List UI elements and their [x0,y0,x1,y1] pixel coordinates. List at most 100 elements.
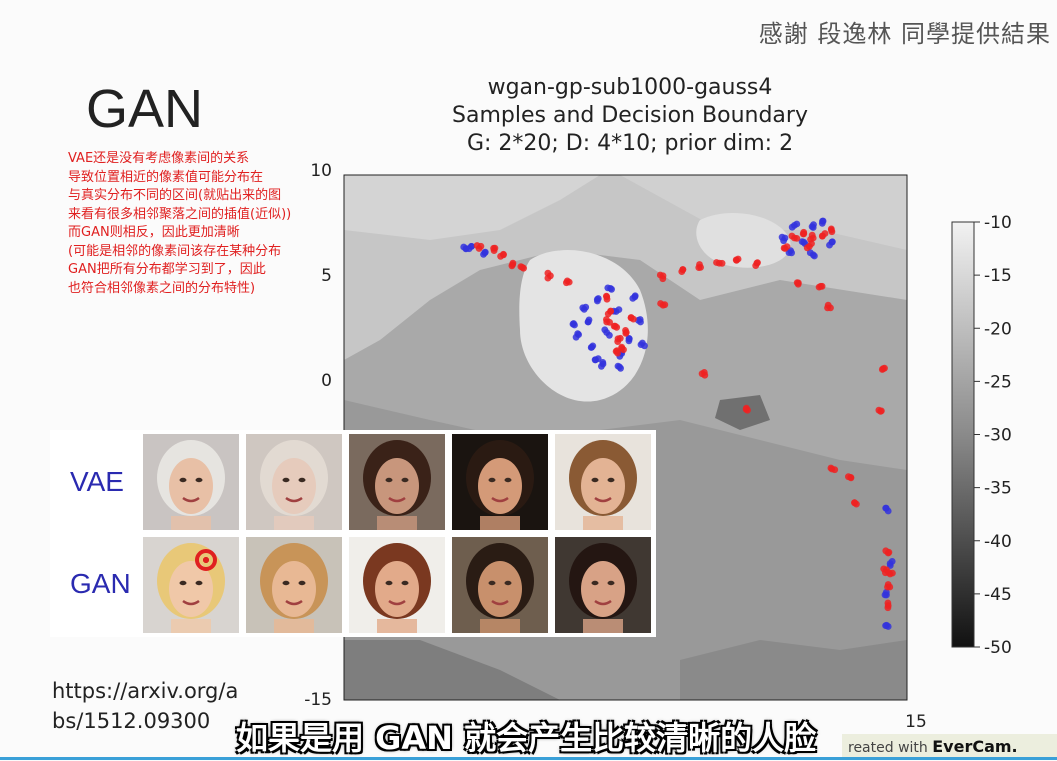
arxiv-link[interactable]: https://arxiv.org/a bs/1512.09300 [52,676,238,736]
sample-point [780,244,788,252]
sample-point [718,259,726,267]
sample-point [544,269,552,277]
sample-point [544,274,552,282]
watermark-brand: EverCam. [932,737,1018,756]
evercam-watermark: reated with EverCam. [842,734,1057,760]
sample-point [614,349,621,357]
y-tick-label: -15 [304,690,332,710]
colorbar-tick-label: -25 [984,372,1012,392]
sample-point [821,230,829,237]
colorbar-gradient [951,221,975,648]
note-line: 来看有很多相邻聚落之间的插值(近似)) [68,206,292,222]
face-comparison-panel: VAE GAN [50,430,656,637]
y-axis-ticks: 10 5 0 -15 [304,161,332,710]
arxiv-line: bs/1512.09300 [52,709,211,733]
sample-point [793,279,801,286]
colorbar-tick-label: -30 [984,426,1012,446]
sample-point [882,504,890,512]
arxiv-line: https://arxiv.org/a [52,679,239,703]
sample-point [884,599,892,607]
sample-point [877,408,884,415]
sample-point [584,318,592,326]
sample-point [571,321,578,329]
sample-point [713,259,720,266]
face-image [555,434,651,530]
sample-point [465,245,473,253]
sample-point [591,356,599,364]
plot-title-line1: wgan-gp-sub1000-gauss4 [487,75,773,100]
sample-point [517,263,525,270]
colorbar-tick-label: -35 [984,479,1012,499]
y-tick-label: 0 [321,371,332,391]
sample-point [582,303,590,311]
sample-point [808,223,816,231]
sample-point [616,363,623,371]
sample-point [473,242,481,249]
sample-point [827,225,835,233]
face-image [143,434,239,530]
colorbar-ticks: -10 -15 -20 -25 -30 -35 -40 -45 -50 [974,213,1012,658]
bottom-accent-bar [0,757,1057,760]
sample-point [622,329,630,336]
sample-point [743,404,750,412]
gan-row-label: GAN [70,568,131,599]
y-tick-label: 5 [321,266,332,286]
sample-point [754,259,761,266]
sample-point [616,334,624,342]
sample-point [629,295,637,302]
colorbar-tick-label: -20 [984,319,1012,339]
sample-point [636,316,644,323]
sample-point [603,295,611,303]
x-axis-ticks: 15 [905,712,927,732]
colorbar-tick-label: -15 [984,266,1012,286]
sample-point [788,232,796,240]
sample-point [878,366,886,373]
sample-point [819,217,827,225]
face-image [143,537,239,633]
sample-point [497,252,504,260]
credit-text: 感謝 段逸林 同學提供結果 [758,20,1051,48]
sample-point [803,244,811,252]
sample-point [881,591,889,599]
sample-point [882,547,890,555]
contour-level [680,640,907,700]
sample-point [799,230,807,238]
sample-point [886,583,894,591]
face-image [555,537,651,633]
red-annotation: VAE还是没有考虑像素间的关系 导致位置相近的像素值可能分布在 与真实分布不同的… [68,150,338,310]
cursor-indicator-icon [195,549,217,571]
note-line: 导致位置相近的像素值可能分布在 [68,169,264,185]
sample-point [701,371,709,379]
sample-point [778,233,786,241]
sample-point [615,306,623,313]
contour-level [344,175,600,240]
sample-point [613,323,621,331]
colorbar-tick-label: -40 [984,532,1012,552]
plot-title-line2: Samples and Decision Boundary [452,103,808,128]
watermark-prefix: reated with [848,740,933,756]
sample-point [641,342,648,350]
sample-point [696,261,703,268]
sample-point [630,315,637,323]
contour-dark-region [715,395,770,430]
sample-point [625,335,633,342]
sample-point [826,241,833,249]
sample-point [620,346,627,354]
sample-point [851,499,858,507]
face-image [452,434,548,530]
note-line: 与真实分布不同的区间(就贴出来的图 [68,188,282,203]
sample-point [882,569,889,577]
face-image [246,537,342,633]
slide-title: GAN [86,79,204,139]
face-image [452,537,548,633]
face-image [246,434,342,530]
plot-title: wgan-gp-sub1000-gauss4 Samples and Decis… [400,74,860,158]
contour-peak [696,212,791,268]
sample-point [608,285,615,293]
face-image [349,537,445,633]
sample-point [733,257,740,264]
sample-point [808,240,815,248]
x-tick-label: 15 [905,712,927,732]
sample-point [490,244,497,252]
